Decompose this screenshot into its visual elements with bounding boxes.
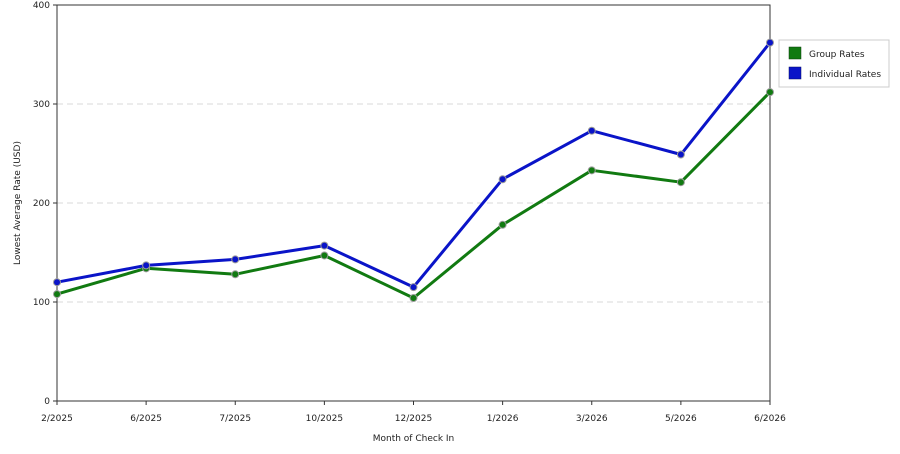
y-tick-label-400: 400 <box>33 1 50 11</box>
point-group-rates-8 <box>766 88 774 97</box>
point-individual-rates-5 <box>498 175 507 184</box>
legend-swatch-group-rates <box>788 46 802 60</box>
point-individual-rates-8 <box>766 38 774 47</box>
point-group-rates-3 <box>320 251 329 260</box>
x-tick-label-7: 5/2026 <box>665 414 697 424</box>
x-axis-title: Month of Check In <box>373 434 455 444</box>
legend-label-individual-rates: Individual Rates <box>809 70 881 80</box>
point-group-rates-5 <box>498 220 507 229</box>
plot-area-frame <box>56 4 771 402</box>
y-tick-label-100: 100 <box>33 298 50 308</box>
point-individual-rates-1 <box>142 261 151 270</box>
y-tick-label-200: 200 <box>33 199 50 209</box>
series-layer <box>53 38 774 303</box>
point-individual-rates-0 <box>53 278 61 287</box>
x-tick-label-2: 7/2025 <box>219 414 251 424</box>
legend-swatch-individual-rates <box>788 66 802 80</box>
x-tick-label-4: 12/2025 <box>395 414 432 424</box>
x-axis: 2/2025 6/2025 7/2025 10/2025 12/2025 1/2026 3/… <box>41 401 786 424</box>
y-axis-title: Lowest Average Rate (USD) <box>13 141 23 265</box>
x-tick-label-8: 6/2026 <box>754 414 786 424</box>
x-tick-label-0: 2/2025 <box>41 414 73 424</box>
point-group-rates-7 <box>676 178 685 187</box>
point-group-rates-6 <box>587 166 596 175</box>
point-individual-rates-2 <box>231 255 240 264</box>
point-individual-rates-4 <box>409 283 418 292</box>
point-group-rates-4 <box>409 294 418 303</box>
legend: Group Rates Individual Rates <box>778 39 890 88</box>
series-line-individual-rates <box>56 41 772 289</box>
y-axis: 0 100 200 300 400 <box>33 1 57 407</box>
x-tick-label-1: 6/2025 <box>130 414 162 424</box>
x-tick-label-3: 10/2025 <box>306 414 343 424</box>
point-individual-rates-6 <box>587 126 596 135</box>
point-group-rates-2 <box>231 270 240 279</box>
point-individual-rates-7 <box>676 150 685 159</box>
y-tick-label-0: 0 <box>44 397 50 407</box>
series-line-group-rates <box>56 91 772 300</box>
x-tick-label-6: 3/2026 <box>576 414 608 424</box>
y-tick-label-300: 300 <box>33 100 50 110</box>
point-group-rates-0 <box>53 290 61 299</box>
point-individual-rates-3 <box>320 241 329 250</box>
grid-layer <box>57 103 770 303</box>
x-tick-label-5: 1/2026 <box>487 414 519 424</box>
legend-label-group-rates: Group Rates <box>809 50 865 60</box>
